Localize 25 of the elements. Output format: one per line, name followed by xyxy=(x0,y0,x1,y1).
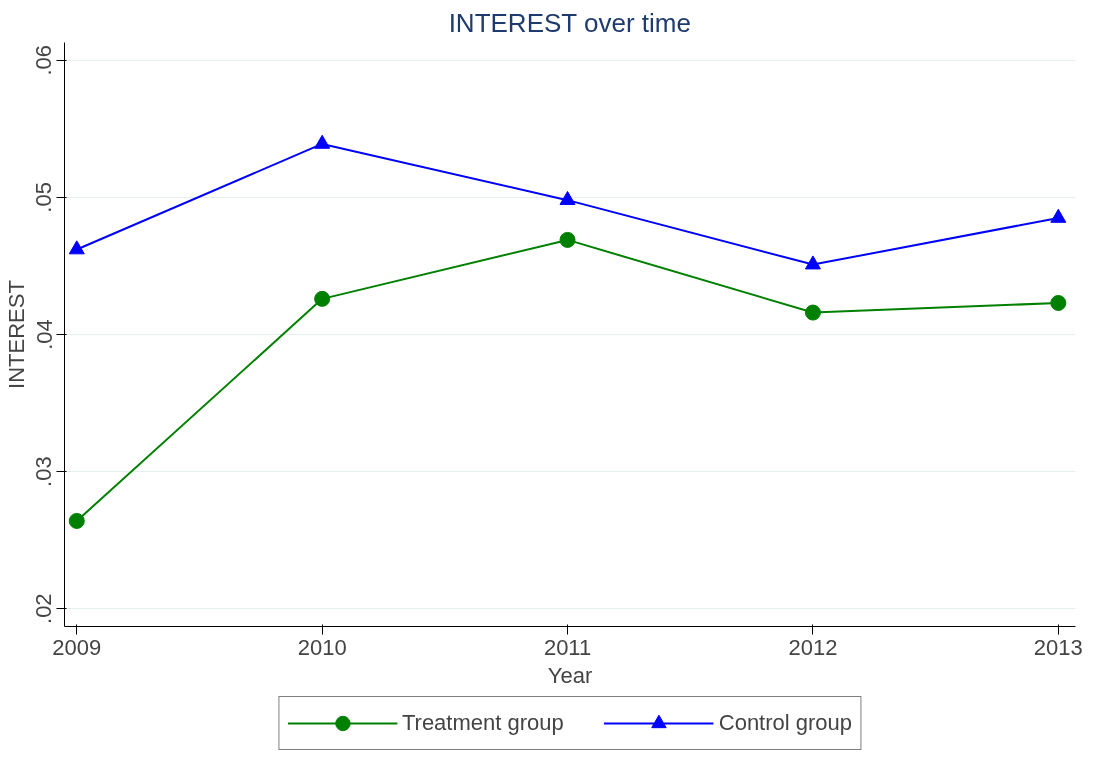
point xyxy=(1050,208,1067,223)
x-tick-label: 2013 xyxy=(1033,634,1083,660)
x-tick-label: 2009 xyxy=(52,634,102,660)
y-tick-label: .04 xyxy=(31,319,57,350)
point xyxy=(68,240,85,255)
y-axis-title: INTEREST xyxy=(3,280,29,389)
y-tick-label: .02 xyxy=(31,593,57,624)
x-tick-label: 2012 xyxy=(788,634,838,660)
point xyxy=(804,255,821,270)
point xyxy=(314,290,331,307)
point xyxy=(68,512,85,529)
x-axis-title: Year xyxy=(547,662,593,688)
chart-title: INTEREST over time xyxy=(448,7,691,38)
y-tick-label: .06 xyxy=(31,45,57,76)
x-tick-label: 2010 xyxy=(297,634,347,660)
legend-label: Treatment group xyxy=(401,709,564,736)
legend-label: Control group xyxy=(718,709,853,736)
y-tick-label: .03 xyxy=(31,456,57,487)
point xyxy=(1050,294,1067,311)
y-tick-label: .05 xyxy=(31,182,57,213)
x-tick-label: 2011 xyxy=(543,634,592,660)
point xyxy=(559,231,576,248)
point xyxy=(804,304,821,321)
point xyxy=(314,134,331,149)
point xyxy=(559,190,576,205)
